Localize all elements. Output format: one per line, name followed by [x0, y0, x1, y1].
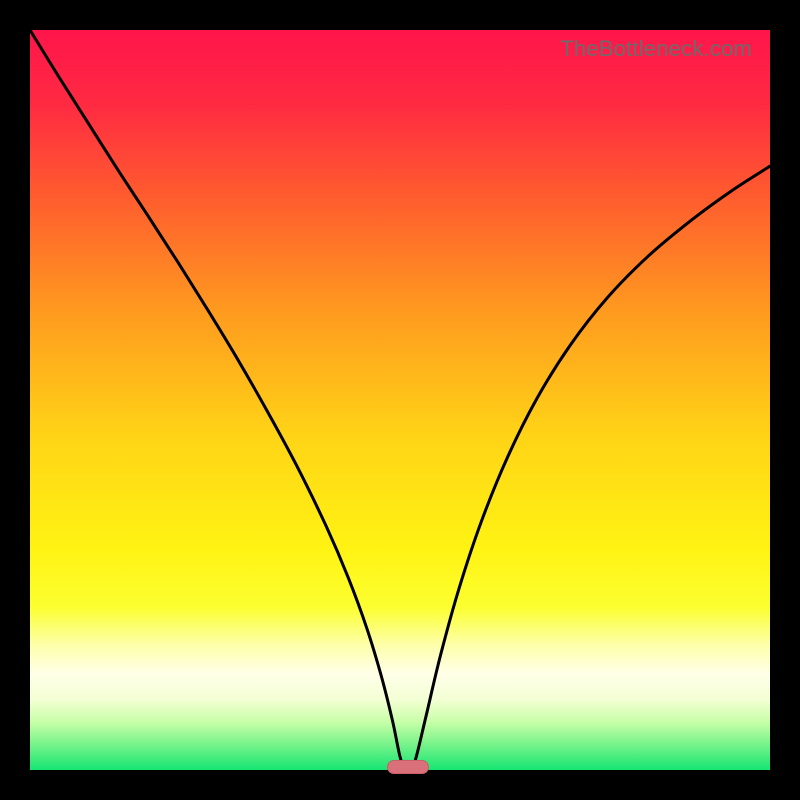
optimal-marker [387, 760, 429, 774]
watermark-text: TheBottleneck.com [560, 36, 752, 62]
plot-area [30, 30, 770, 770]
chart-frame: TheBottleneck.com [0, 0, 800, 800]
bottleneck-curve [30, 30, 770, 770]
bottleneck-curve-path [30, 30, 770, 770]
